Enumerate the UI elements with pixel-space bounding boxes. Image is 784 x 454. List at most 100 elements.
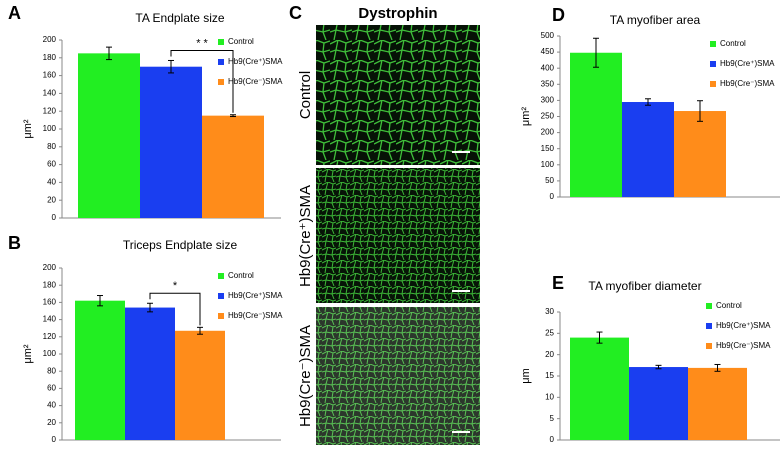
y-tick-label: 120	[43, 106, 57, 115]
significance-bracket	[170, 49, 234, 113]
y-tick-label: 0	[550, 192, 555, 201]
y-tick-label: 80	[47, 366, 56, 375]
y-axis-label: μm²	[22, 119, 34, 139]
legend-label: Hb9(Cre⁺)SMA	[720, 59, 775, 68]
significance-bracket	[149, 292, 201, 326]
legend-label: Hb9(Cre⁻)SMA	[720, 79, 775, 88]
y-tick-label: 0	[52, 435, 57, 444]
y-tick-label: 100	[541, 160, 555, 169]
bar	[570, 52, 622, 197]
legend-swatch	[218, 59, 224, 65]
legend-label: Hb9(Cre⁻)SMA	[228, 311, 283, 320]
y-tick-label: 15	[545, 371, 554, 380]
y-tick-label: 0	[52, 213, 57, 222]
y-tick-label: 350	[541, 79, 555, 88]
row-label: Hb9(Cre⁻)SMA	[297, 325, 314, 427]
bar	[175, 330, 225, 440]
bar	[140, 66, 202, 218]
legend-swatch	[706, 343, 712, 349]
y-tick-label: 180	[43, 53, 57, 62]
legend-swatch	[218, 313, 224, 319]
legend-swatch	[710, 61, 716, 67]
legend-label: Control	[228, 37, 254, 46]
y-tick-label: 160	[43, 71, 57, 80]
bar	[202, 115, 264, 218]
legend-swatch	[710, 41, 716, 47]
legend-label: Hb9(Cre⁻)SMA	[716, 341, 771, 350]
y-tick-label: 200	[541, 128, 555, 137]
legend-swatch	[218, 39, 224, 45]
y-tick-label: 0	[550, 435, 555, 444]
legend-label: Hb9(Cre⁺)SMA	[228, 57, 283, 66]
y-tick-label: 5	[550, 414, 555, 423]
y-tick-label: 20	[47, 195, 56, 204]
bar	[674, 111, 726, 197]
y-tick-label: 40	[47, 178, 56, 187]
error-bar	[230, 114, 236, 118]
y-tick-label: 140	[43, 89, 57, 98]
y-tick-label: 100	[43, 349, 57, 358]
significance-label: *	[173, 280, 178, 292]
micrograph	[316, 168, 480, 303]
bar	[125, 307, 175, 440]
legend-swatch	[218, 293, 224, 299]
y-tick-label: 40	[47, 401, 56, 410]
bar	[629, 367, 688, 440]
error-bar	[97, 295, 103, 307]
y-tick-label: 30	[545, 307, 554, 316]
micrograph	[316, 25, 480, 165]
micrograph	[316, 307, 480, 445]
error-bar	[593, 37, 599, 68]
error-bar	[168, 59, 174, 74]
y-tick-label: 300	[541, 96, 555, 105]
legend-label: Control	[716, 301, 742, 310]
y-tick-label: 250	[541, 112, 555, 121]
legend-label: Control	[720, 39, 746, 48]
y-tick-label: 60	[47, 384, 56, 393]
y-tick-label: 80	[47, 142, 56, 151]
y-axis-label: μm²	[520, 107, 532, 127]
legend-swatch	[218, 79, 224, 85]
y-tick-label: 140	[43, 315, 57, 324]
y-tick-label: 100	[43, 124, 57, 133]
panel-label: D	[552, 5, 565, 25]
panel-label: C	[289, 3, 302, 23]
bar	[75, 300, 125, 440]
error-bar	[147, 302, 153, 313]
error-bar	[697, 100, 703, 122]
y-tick-label: 50	[545, 176, 554, 185]
panel-label: E	[552, 273, 564, 293]
legend-label: Hb9(Cre⁺)SMA	[716, 321, 771, 330]
y-axis-label: μm	[520, 368, 532, 384]
error-bar	[714, 363, 721, 372]
legend-label: Hb9(Cre⁻)SMA	[228, 77, 283, 86]
error-bar	[106, 46, 112, 61]
chart-title: TA Endplate size	[135, 11, 224, 25]
legend-swatch	[710, 81, 716, 87]
y-tick-label: 20	[47, 418, 56, 427]
panel-label: A	[8, 3, 21, 23]
panel-label: B	[8, 233, 21, 253]
row-label: Hb9(Cre⁺)SMA	[297, 185, 314, 287]
legend-label: Control	[228, 271, 254, 280]
y-tick-label: 160	[43, 298, 57, 307]
chart-title: TA myofiber diameter	[588, 279, 701, 293]
y-axis-label: μm²	[22, 344, 34, 364]
y-tick-label: 120	[43, 332, 57, 341]
legend-swatch	[706, 323, 712, 329]
y-tick-label: 500	[541, 31, 555, 40]
y-tick-label: 400	[541, 63, 555, 72]
image-title: Dystrophin	[358, 5, 437, 22]
bar	[622, 102, 674, 197]
legend-swatch	[706, 303, 712, 309]
y-tick-label: 25	[545, 328, 554, 337]
row-label: Control	[297, 71, 314, 119]
error-bar	[645, 98, 651, 106]
y-tick-label: 450	[541, 47, 555, 56]
legend-swatch	[218, 273, 224, 279]
error-bar	[596, 331, 603, 344]
bar	[570, 337, 629, 440]
y-tick-label: 10	[545, 392, 554, 401]
error-bar	[197, 326, 203, 335]
